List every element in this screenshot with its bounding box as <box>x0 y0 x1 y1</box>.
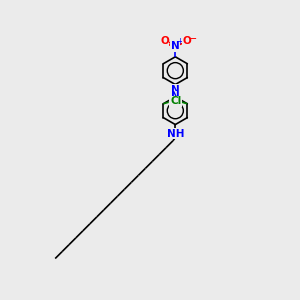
Text: NH: NH <box>167 129 185 139</box>
Text: N: N <box>171 91 180 101</box>
Text: N: N <box>171 41 180 51</box>
Text: −: − <box>188 34 197 44</box>
Text: N: N <box>171 85 180 95</box>
Text: Cl: Cl <box>169 96 181 106</box>
Text: O: O <box>160 36 169 46</box>
Text: O: O <box>182 36 191 46</box>
Text: Cl: Cl <box>170 96 181 106</box>
Text: +: + <box>176 37 183 46</box>
